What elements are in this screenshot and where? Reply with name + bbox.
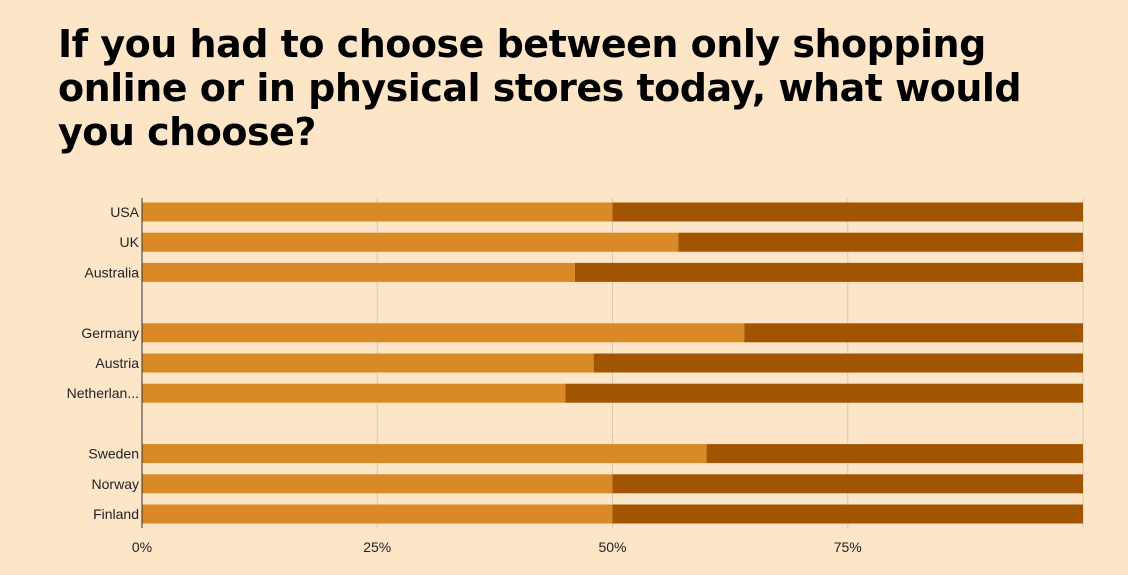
chart-title: If you had to choose between only shoppi… [58,22,1022,154]
category-label: Sweden [88,446,139,462]
bar-segment [142,474,613,494]
category-label: UK [120,234,140,250]
x-tick-label: 0% [132,539,152,555]
category-label: Norway [92,476,139,492]
bar-segment [678,232,1083,252]
bar-segment [142,444,707,464]
x-tick-label: 75% [834,539,862,555]
bar-segment [612,474,1083,494]
bar-segment [142,232,679,252]
bar-segment [612,202,1083,222]
bar-segment [706,444,1083,464]
bar-segment [744,323,1083,343]
bar-segment [142,383,566,403]
bar-segment [593,353,1083,373]
x-tick-label: 25% [363,539,391,555]
bar-segment [574,262,1083,282]
x-tick-label: 50% [598,539,626,555]
category-label: Finland [93,506,139,522]
bar-segment [142,353,594,373]
bar-segment [612,504,1083,524]
category-label: Austria [95,355,139,371]
bar-segment [142,323,745,343]
category-label: USA [110,204,139,220]
bar-segment [142,202,613,222]
bar-segment [142,504,613,524]
category-label: Netherlan... [67,385,139,401]
category-label: Germany [81,325,139,341]
category-label: Australia [85,264,140,280]
bar-segment [142,262,575,282]
bar-segment [565,383,1083,403]
